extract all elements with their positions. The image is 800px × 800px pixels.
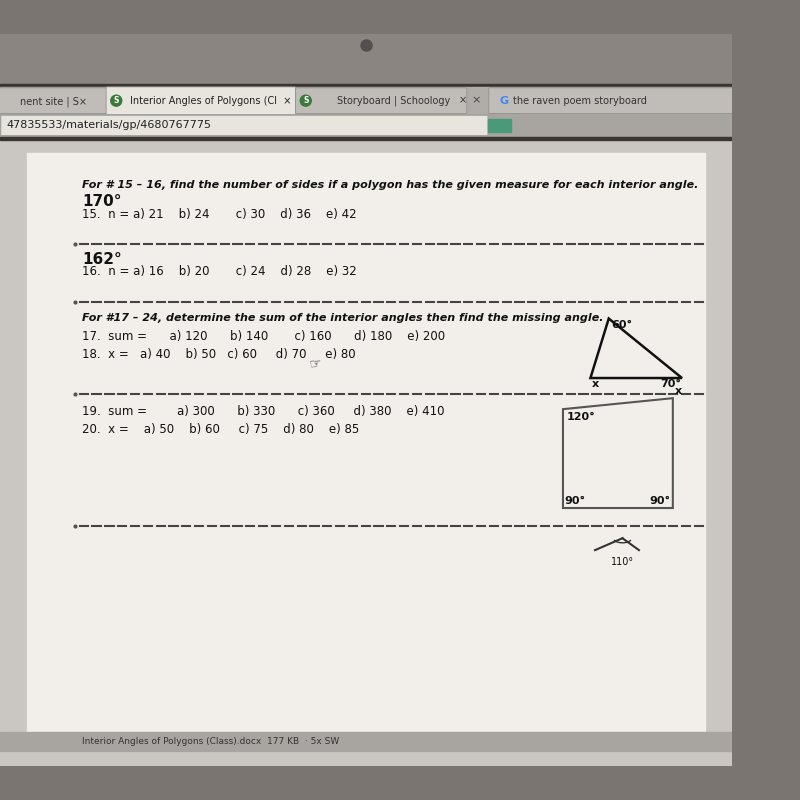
Circle shape: [110, 95, 122, 106]
Text: 70°: 70°: [660, 379, 681, 389]
Text: ×: ×: [459, 96, 467, 106]
Text: 60°: 60°: [611, 320, 633, 330]
Text: x: x: [592, 379, 599, 389]
Text: For # 15 – 16, find the number of sides if a polygon has the given measure for e: For # 15 – 16, find the number of sides …: [82, 180, 698, 190]
Text: 90°: 90°: [650, 496, 671, 506]
Text: the raven poem storyboard: the raven poem storyboard: [513, 96, 646, 106]
Text: ×: ×: [471, 96, 481, 106]
Text: Storyboard | Schoology: Storyboard | Schoology: [337, 95, 450, 106]
Text: 90°: 90°: [565, 496, 586, 506]
Text: G: G: [500, 96, 509, 106]
Text: 110°: 110°: [611, 557, 634, 566]
Text: 15.  n = a) 21    b) 24       c) 30    d) 36    e) 42: 15. n = a) 21 b) 24 c) 30 d) 36 e) 42: [82, 208, 357, 221]
FancyBboxPatch shape: [296, 88, 467, 114]
Text: 47835533/materials/gp/4680767775: 47835533/materials/gp/4680767775: [6, 120, 211, 130]
Text: 19.  sum =        a) 300      b) 330      c) 360     d) 380    e) 410: 19. sum = a) 300 b) 330 c) 360 d) 380 e)…: [82, 405, 445, 418]
Text: 20.  x =    a) 50    b) 60     c) 75    d) 80    e) 85: 20. x = a) 50 b) 60 c) 75 d) 80 e) 85: [82, 423, 360, 436]
Text: 170°: 170°: [82, 194, 122, 209]
Bar: [0, 732, 732, 750]
Text: 120°: 120°: [566, 412, 595, 422]
Text: 16.  n = a) 16    b) 20       c) 24    d) 28    e) 32: 16. n = a) 16 b) 20 c) 24 d) 28 e) 32: [82, 266, 357, 278]
Circle shape: [300, 95, 311, 106]
FancyBboxPatch shape: [106, 87, 296, 114]
Bar: [0, 114, 732, 138]
Text: Interior Angles of Polygons (Cl  ×: Interior Angles of Polygons (Cl ×: [130, 96, 291, 106]
Text: 18.  x =   a) 40    b) 50   c) 60     d) 70     e) 80: 18. x = a) 40 b) 50 c) 60 d) 70 e) 80: [82, 348, 356, 361]
FancyBboxPatch shape: [489, 88, 734, 114]
Bar: [27, 153, 705, 743]
Bar: [488, 119, 510, 132]
Text: x: x: [674, 386, 682, 396]
FancyBboxPatch shape: [1, 115, 488, 135]
Text: nent site | S×: nent site | S×: [19, 96, 86, 107]
Bar: [0, 138, 732, 140]
Bar: [0, 34, 732, 84]
Bar: [0, 87, 732, 114]
Text: S: S: [303, 96, 309, 105]
Text: 17.  sum =      a) 120      b) 140       c) 160      d) 180    e) 200: 17. sum = a) 120 b) 140 c) 160 d) 180 e)…: [82, 330, 446, 342]
FancyBboxPatch shape: [0, 88, 106, 114]
Bar: [0, 140, 732, 766]
Text: For #17 – 24, determine the sum of the interior angles then find the missing ang: For #17 – 24, determine the sum of the i…: [82, 313, 604, 323]
Text: ☞: ☞: [309, 355, 323, 371]
Text: S: S: [114, 96, 119, 105]
Text: 162°: 162°: [82, 252, 122, 266]
Text: Interior Angles of Polygons (Class).docx  177 KB  · 5x SW: Interior Angles of Polygons (Class).docx…: [82, 737, 340, 746]
Bar: [0, 84, 732, 87]
